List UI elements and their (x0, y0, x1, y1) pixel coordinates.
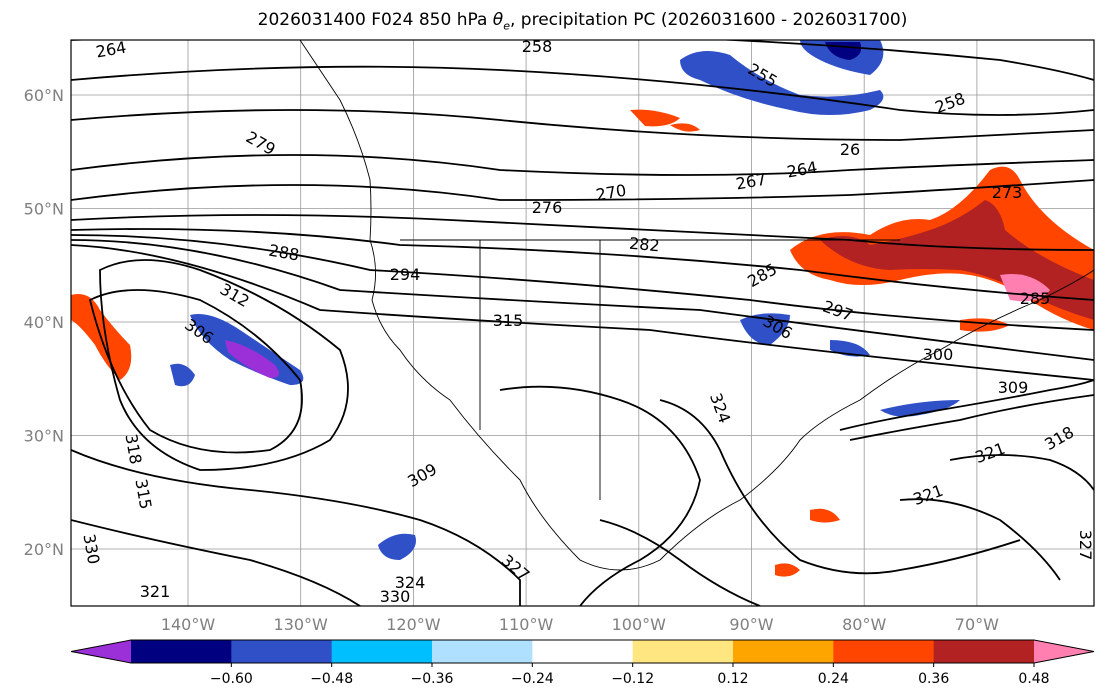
colorbar-tick-label: 0.12 (717, 671, 748, 687)
colorbar-segment (131, 640, 232, 663)
longitude-label: 130°W (274, 615, 329, 634)
figure-title: 2026031400 F024 850 hPa θe, precipitatio… (257, 10, 908, 33)
longitude-label: 140°W (161, 615, 216, 634)
contour-label: 285 (1020, 289, 1051, 308)
colorbar-tick-label: −0.48 (310, 671, 353, 687)
colorbar-extend-high (1034, 640, 1094, 663)
longitude-label: 120°W (386, 615, 441, 634)
contour-label: 26 (840, 140, 860, 159)
colorbar-segment (432, 640, 533, 663)
colorbar-tick-label: −0.24 (511, 671, 554, 687)
contour-label: 300 (923, 345, 954, 364)
latitude-labels: 60°N 50°N 40°N 30°N 20°N (24, 86, 64, 559)
colorbar-segment (532, 640, 634, 663)
colorbar: −0.60 −0.48 −0.36 −0.24 −0.12 0.12 0.24 0.36 0.4… (70, 639, 1095, 687)
contour-label: 282 (628, 234, 660, 256)
latitude-label: 30°N (24, 427, 64, 446)
longitude-label: 90°W (729, 615, 773, 634)
contour-label: 273 (992, 183, 1023, 202)
latitude-label: 50°N (24, 200, 64, 219)
colorbar-segment (733, 640, 834, 663)
latitude-label: 40°N (24, 313, 64, 332)
longitude-labels: 140°W 130°W 120°W 110°W 100°W 90°W 80°W 70°W (161, 615, 999, 634)
theta-e-contours (71, 40, 1094, 606)
colorbar-outline (70, 639, 1095, 664)
map-frame (70, 39, 1095, 607)
contour-label: 330 (380, 587, 411, 606)
latitude-label: 20°N (24, 540, 64, 559)
colorbar-segment (933, 640, 1035, 663)
contour-label: 324 (395, 573, 426, 592)
coastlines (299, 40, 1094, 571)
contour-label: 309 (998, 378, 1029, 397)
colorbar-tick-label: 0.48 (1018, 671, 1049, 687)
colorbar-tick-label: −0.12 (611, 671, 654, 687)
colorbar-tick-label: 0.24 (818, 671, 849, 687)
longitude-label: 80°W (842, 615, 886, 634)
contour-label: 294 (390, 265, 421, 284)
contour-label: 315 (493, 311, 524, 330)
colorbar-segment (331, 640, 433, 663)
map-background (71, 40, 1094, 606)
colorbar-tick-label: 0.36 (918, 671, 949, 687)
contour-label: 276 (532, 198, 563, 217)
colorbar-segment (632, 640, 734, 663)
contour-label: 321 (140, 582, 171, 601)
colorbar-extend-low (71, 640, 131, 663)
latitude-label: 60°N (24, 86, 64, 105)
longitude-label: 70°W (955, 615, 999, 634)
contour-label: 327 (1076, 530, 1095, 561)
colorbar-segment (833, 640, 935, 663)
colorbar-segment (231, 640, 333, 663)
contour-label: 258 (522, 37, 553, 56)
longitude-label: 110°W (499, 615, 554, 634)
colorbar-tick-label: −0.36 (411, 671, 454, 687)
longitude-label: 100°W (612, 615, 667, 634)
colorbar-tick-label: −0.60 (210, 671, 253, 687)
